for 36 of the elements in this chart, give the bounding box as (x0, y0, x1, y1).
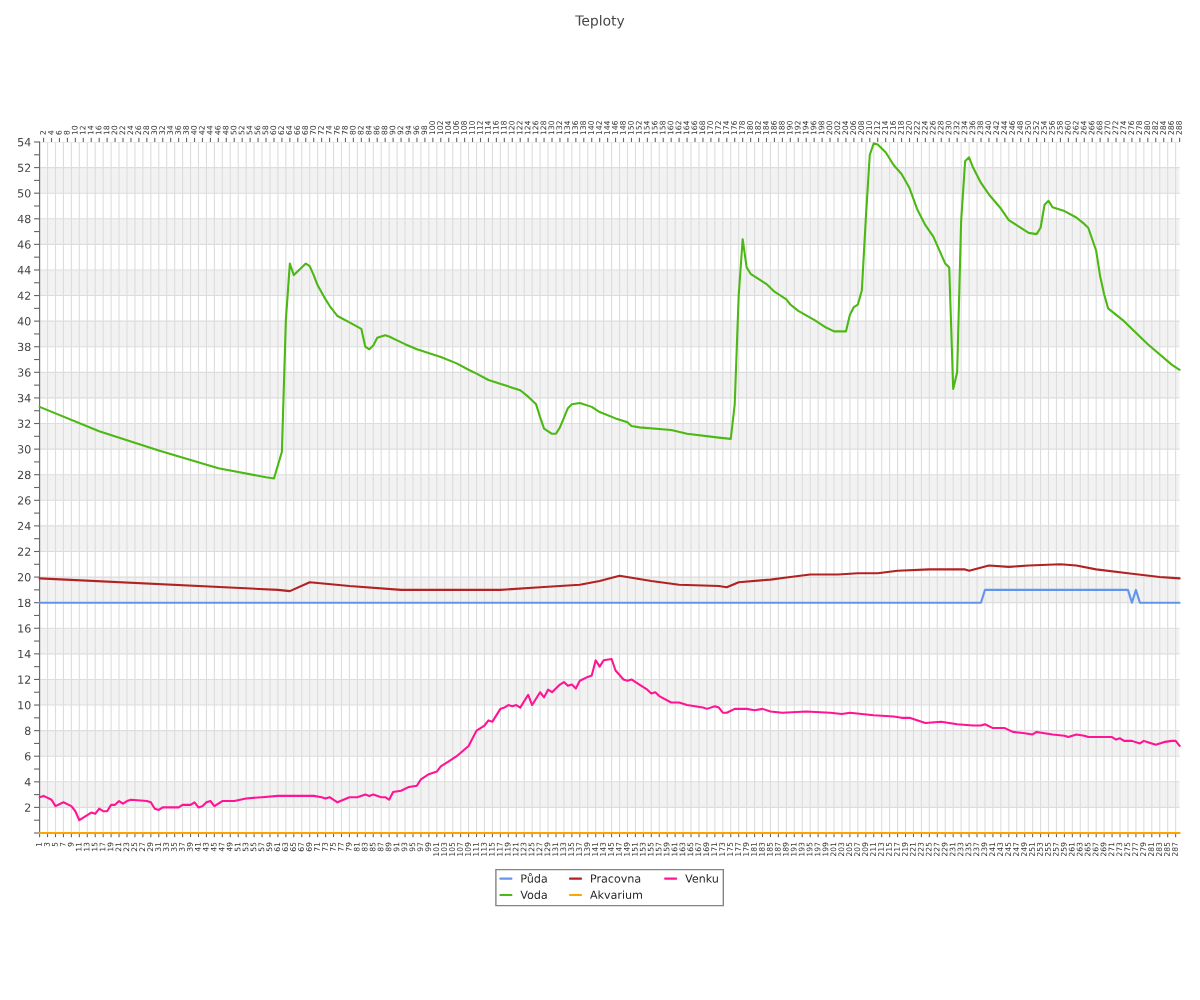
y-tick-label: 2 (25, 803, 31, 812)
y-tick-label: 18 (18, 598, 31, 608)
y-tick-label: 44 (17, 266, 31, 275)
legend-label: Voda (520, 890, 547, 899)
y-tick-label: 54 (17, 138, 31, 147)
y-tick-label: 10 (18, 701, 31, 710)
y-tick-label: 24 (17, 521, 31, 531)
y-tick-label: 12 (18, 675, 31, 684)
y-tick-label: 30 (17, 445, 31, 454)
line-series (38, 563, 1181, 593)
y-tick-label: 38 (17, 342, 31, 352)
y-tick-label: 16 (18, 624, 31, 633)
y-tick-label: 14 (18, 649, 31, 659)
y-tick-label: 48 (17, 214, 31, 224)
y-tick-label: 6 (24, 752, 31, 761)
legend-label: Venku (685, 874, 718, 883)
y-tick-label: 52 (17, 163, 31, 172)
line-series (38, 657, 1181, 822)
y-tick-label: 22 (17, 547, 31, 556)
y-tick-label: 32 (17, 419, 31, 428)
legend-label: Půda (521, 873, 547, 883)
chart-title: Teploty (575, 15, 625, 29)
y-tick-label: 26 (17, 496, 31, 505)
y-tick-label: 50 (17, 189, 31, 198)
legend-label: Akvarium (590, 890, 642, 899)
line-series (38, 142, 1181, 480)
y-tick-label: 40 (17, 317, 31, 326)
y-tick-label: 8 (24, 726, 31, 736)
y-tick-label: 34 (17, 393, 31, 403)
y-tick-label: 4 (24, 777, 31, 787)
legend-label: Pracovna (591, 874, 641, 883)
y-tick-label: 36 (17, 368, 31, 377)
y-tick-label: 46 (17, 240, 31, 249)
y-tick-label: 42 (17, 291, 31, 300)
y-tick-label: 28 (17, 470, 31, 480)
y-tick-label: 20 (17, 573, 31, 582)
